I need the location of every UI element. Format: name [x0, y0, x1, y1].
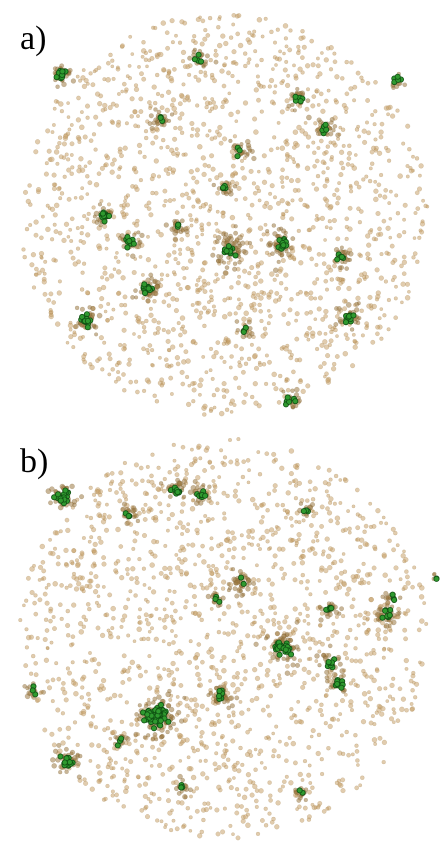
- particle-layer: [21, 12, 430, 417]
- panel-label-a: a): [20, 20, 47, 57]
- panel-a: a): [20, 12, 430, 417]
- panel-label-b: b): [20, 443, 49, 480]
- particle-layer: [18, 437, 440, 841]
- particle-scatter-b: [18, 437, 440, 841]
- panel-b: b): [0, 423, 448, 846]
- particle-scatter-a: [21, 12, 430, 417]
